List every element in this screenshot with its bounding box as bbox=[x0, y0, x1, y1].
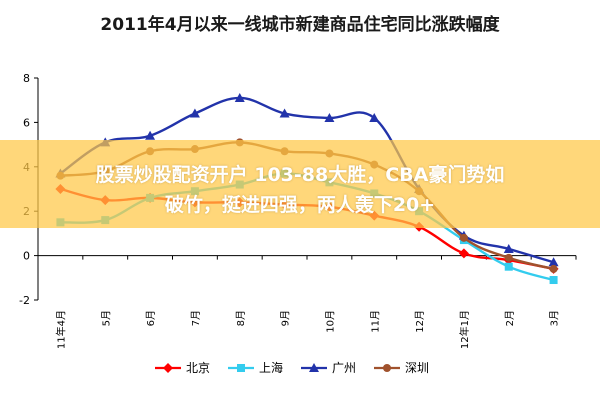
x-tick-label: 9月 bbox=[280, 310, 292, 326]
x-tick-label: 6月 bbox=[145, 310, 157, 326]
x-tick-label: 2月 bbox=[504, 310, 516, 326]
overlay-banner bbox=[0, 140, 600, 228]
overlay-caption: 股票炒股配资开户 103-88大胜，CBA豪门势如 破竹，挺进四强，两人轰下20… bbox=[0, 160, 600, 220]
x-tick-label: 12月 bbox=[414, 310, 426, 333]
legend-label: 深圳 bbox=[405, 361, 429, 375]
legend-swatch-marker bbox=[309, 363, 319, 372]
data-point bbox=[549, 276, 558, 285]
data-point bbox=[459, 233, 468, 242]
data-point bbox=[504, 262, 513, 271]
legend-item-2: 广州 bbox=[301, 361, 356, 375]
y-tick-label: 6 bbox=[23, 116, 30, 129]
data-point bbox=[145, 130, 156, 140]
legend-label: 广州 bbox=[332, 361, 356, 375]
legend-item-0: 北京 bbox=[155, 361, 210, 375]
legend-label: 北京 bbox=[186, 361, 210, 375]
data-point bbox=[234, 92, 245, 102]
legend-swatch-marker bbox=[383, 364, 391, 372]
data-point bbox=[549, 264, 558, 273]
data-point bbox=[503, 243, 514, 253]
x-tick-label: 12年1月 bbox=[458, 310, 471, 349]
x-tick-label: 8月 bbox=[235, 310, 247, 326]
legend-item-1: 上海 bbox=[228, 360, 283, 375]
data-point bbox=[369, 112, 380, 122]
legend-swatch-marker bbox=[237, 364, 245, 372]
overlay-line-2: 破竹，挺进四强，两人轰下20+ bbox=[164, 194, 436, 216]
data-point bbox=[189, 108, 200, 118]
x-tick-label: 10月 bbox=[324, 310, 336, 333]
y-tick-label: 8 bbox=[23, 72, 30, 85]
data-point bbox=[548, 257, 559, 267]
y-tick-label: 0 bbox=[23, 250, 30, 263]
x-tick-label: 7月 bbox=[190, 310, 202, 326]
data-point bbox=[324, 112, 335, 122]
y-tick-label: -2 bbox=[19, 294, 30, 307]
legend-swatch-marker bbox=[163, 363, 173, 373]
legend-item-3: 深圳 bbox=[374, 361, 429, 375]
x-tick-label: 11年4月 bbox=[54, 310, 67, 349]
x-tick-label: 11月 bbox=[369, 310, 381, 333]
legend-label: 上海 bbox=[259, 360, 283, 375]
overlay-line-1: 股票炒股配资开户 103-88大胜，CBA豪门势如 bbox=[95, 164, 505, 186]
data-point bbox=[458, 248, 469, 259]
data-point bbox=[279, 108, 290, 118]
x-tick-label: 5月 bbox=[100, 310, 112, 326]
legend: 北京 上海 广州 深圳 bbox=[155, 360, 429, 375]
chart-title: 2011年4月以来一线城市新建商品住宅同比涨跌幅度 bbox=[100, 15, 500, 35]
x-tick-label: 3月 bbox=[549, 310, 561, 326]
axes: -20246811年4月5月6月7月8月9月10月11月12月12年1月2月3月 bbox=[19, 72, 577, 349]
data-point bbox=[504, 253, 513, 262]
